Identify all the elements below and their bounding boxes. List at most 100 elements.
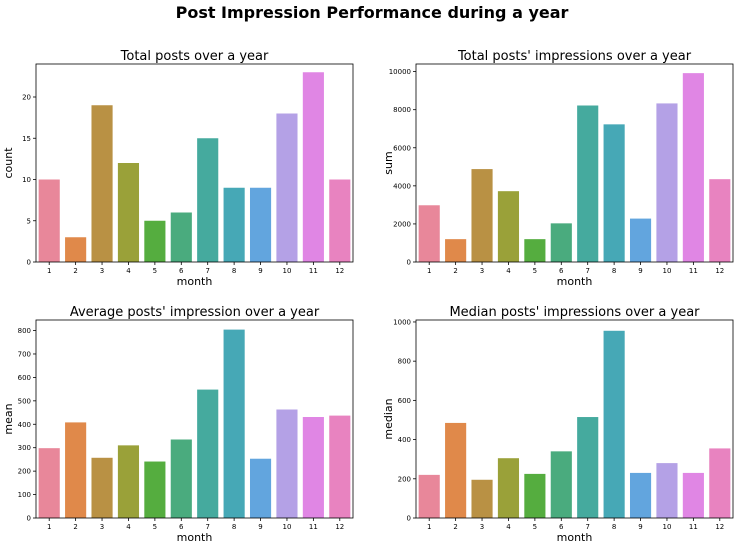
- y-tick-label: 1000: [393, 318, 411, 326]
- x-tick-label: 5: [533, 267, 537, 275]
- bar-12: [329, 415, 351, 518]
- x-tick-label: 8: [232, 523, 236, 531]
- bar-12: [709, 448, 731, 518]
- y-tick-label: 700: [18, 350, 31, 358]
- x-tick-label: 4: [506, 523, 511, 531]
- bar-2: [445, 239, 467, 262]
- bar-2: [65, 237, 87, 262]
- bar-6: [170, 439, 192, 518]
- bar-5: [144, 220, 166, 262]
- bar-3: [91, 105, 113, 262]
- y-tick-label: 10000: [389, 68, 411, 76]
- x-tick-label: 9: [638, 523, 642, 531]
- bar-9: [249, 458, 272, 518]
- bar-2: [65, 422, 87, 518]
- y-tick-label: 800: [18, 327, 31, 335]
- bar-12: [709, 179, 731, 262]
- bar-3: [471, 479, 493, 518]
- x-tick-label: 11: [309, 267, 318, 275]
- bar-6: [550, 451, 572, 518]
- x-tick-label: 2: [453, 267, 457, 275]
- y-tick-label: 4000: [393, 182, 411, 190]
- x-axis-label: month: [557, 275, 593, 288]
- x-tick-label: 5: [533, 523, 537, 531]
- x-tick-label: 7: [205, 267, 209, 275]
- y-tick-label: 600: [18, 374, 31, 382]
- y-axis-label: median: [382, 398, 395, 439]
- bar-4: [497, 191, 520, 262]
- bar-4: [497, 458, 520, 518]
- x-tick-label: 8: [612, 267, 616, 275]
- x-tick-label: 3: [100, 523, 104, 531]
- bar-10: [656, 463, 678, 518]
- bar-6: [550, 223, 572, 262]
- y-axis-label: count: [2, 147, 15, 179]
- x-tick-label: 4: [506, 267, 511, 275]
- x-tick-label: 11: [309, 523, 318, 531]
- x-tick-label: 7: [585, 267, 589, 275]
- y-tick-label: 5: [27, 217, 31, 225]
- x-tick-label: 11: [689, 267, 698, 275]
- y-tick-label: 800: [398, 358, 411, 366]
- bar-1: [38, 448, 60, 518]
- axes-frame: [415, 63, 734, 263]
- chart-title: Average posts' impression over a year: [70, 305, 320, 320]
- y-axis-label: sum: [382, 151, 395, 174]
- bar-3: [91, 457, 113, 518]
- bar-3: [471, 169, 493, 262]
- y-tick-label: 8000: [393, 106, 411, 114]
- x-tick-label: 2: [73, 523, 77, 531]
- chart-panel-3: 1 2 3 4 5 6 7 8 9 10 11 120100200300400500600700800…: [2, 305, 354, 544]
- chart-title: Total posts over a year: [120, 49, 269, 64]
- bar-7: [197, 138, 219, 262]
- x-tick-label: 9: [258, 523, 262, 531]
- bar-10: [656, 103, 678, 262]
- bar-7: [197, 389, 219, 518]
- x-tick-label: 4: [126, 523, 131, 531]
- axes-frame: [35, 63, 354, 263]
- x-tick-label: 3: [100, 267, 104, 275]
- y-tick-label: 600: [398, 397, 411, 405]
- x-tick-label: 10: [282, 523, 291, 531]
- bar-5: [524, 239, 546, 262]
- y-tick-label: 0: [27, 515, 31, 523]
- x-tick-label: 5: [153, 267, 157, 275]
- x-tick-label: 6: [559, 267, 564, 275]
- y-tick-label: 15: [22, 135, 31, 143]
- y-tick-label: 0: [407, 259, 411, 267]
- y-tick-label: 400: [18, 421, 31, 429]
- x-tick-label: 8: [612, 523, 616, 531]
- x-tick-label: 4: [126, 267, 131, 275]
- bar-11: [302, 72, 324, 262]
- x-axis-label: month: [177, 275, 213, 288]
- axes-frame: [35, 319, 354, 519]
- y-tick-label: 100: [18, 491, 31, 499]
- x-tick-label: 9: [258, 267, 262, 275]
- bar-11: [682, 472, 704, 518]
- x-tick-label: 6: [179, 523, 184, 531]
- bar-5: [144, 461, 166, 518]
- chart-panel-2: 1 2 3 4 5 6 7 8 9 10 11 120200040006000800010000Tot…: [382, 49, 734, 288]
- x-axis-label: month: [557, 531, 593, 544]
- x-tick-label: 7: [205, 523, 209, 531]
- bar-1: [418, 474, 440, 518]
- y-tick-label: 400: [398, 436, 411, 444]
- y-tick-label: 500: [18, 397, 31, 405]
- bar-4: [117, 163, 140, 262]
- x-tick-label: 1: [47, 523, 51, 531]
- x-tick-label: 3: [480, 523, 484, 531]
- bar-12: [329, 179, 351, 262]
- bar-8: [603, 124, 625, 262]
- x-tick-label: 12: [335, 267, 344, 275]
- x-tick-label: 5: [153, 523, 157, 531]
- x-tick-label: 9: [638, 267, 642, 275]
- x-tick-label: 1: [427, 523, 431, 531]
- x-tick-label: 10: [662, 267, 671, 275]
- axes-frame: [415, 319, 734, 519]
- y-axis-label: mean: [2, 403, 15, 434]
- x-tick-label: 8: [232, 267, 236, 275]
- x-tick-label: 3: [480, 267, 484, 275]
- bar-1: [418, 205, 440, 262]
